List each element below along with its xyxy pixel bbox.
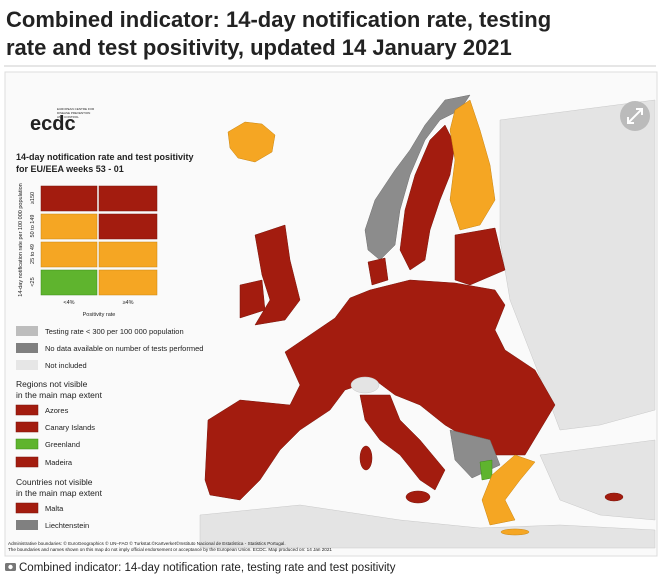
legend-item: Not included: [45, 361, 87, 370]
legend-heading: Countries not visible: [16, 477, 93, 487]
logo: ecdc: [30, 113, 76, 135]
swatch: [16, 343, 38, 353]
region: Canary Islands: [45, 423, 95, 432]
logo-subtitle: AND CONTROL: [57, 115, 79, 119]
switzerland: [350, 376, 380, 394]
mainland: [204, 279, 556, 501]
country: Malta: [45, 504, 64, 513]
legend-title: for EU/EEA weeks 53 - 01: [16, 164, 124, 174]
title: Combined indicator: 14-day notification …: [6, 7, 551, 32]
matrix-row-label: 50 to 149: [30, 215, 36, 238]
legend-heading: in the main map extent: [16, 390, 103, 400]
matrix-col-label: ≥4%: [123, 300, 134, 306]
matrix-row-label: <25: [30, 277, 36, 286]
non-eu-land: [199, 504, 656, 549]
title: rate and test positivity, updated 14 Jan…: [6, 35, 512, 60]
matrix-row-label: ≥150: [30, 192, 36, 204]
region: Greenland: [45, 440, 80, 449]
legend-item: No data available on number of tests per…: [45, 344, 203, 353]
footer: Administrative boundaries: © EuroGeograp…: [8, 540, 286, 546]
logo-subtitle: EUROPEAN CENTRE FOR: [57, 107, 95, 111]
swatch: [16, 360, 38, 370]
legend-heading: Regions not visible: [16, 379, 88, 389]
region: Madeira: [45, 458, 73, 467]
matrix-cell: [40, 269, 98, 296]
matrix-row-label: 25 to 49: [30, 244, 36, 264]
greece: [481, 454, 536, 526]
region: Azores: [45, 406, 69, 415]
matrix-cell: [98, 185, 158, 212]
crete: [500, 528, 530, 536]
swatch: [15, 502, 39, 514]
cyprus: [604, 492, 624, 502]
matrix-cell: [98, 241, 158, 268]
matrix-cell: [98, 213, 158, 240]
sweden: [399, 124, 456, 271]
matrix-cell: [40, 213, 98, 240]
swatch: [15, 438, 39, 450]
swatch: [15, 421, 39, 433]
non-eu-land: [539, 439, 656, 521]
albania: [479, 459, 493, 481]
uk: [254, 224, 301, 326]
matrix-cell: [98, 269, 158, 296]
matrix-cell: [40, 241, 98, 268]
sicily: [405, 490, 431, 504]
non-eu-land: [499, 99, 656, 431]
legend-item: Testing rate < 300 per 100 000 populatio…: [45, 327, 184, 336]
finland: [449, 99, 496, 231]
sardinia: [359, 445, 373, 471]
italy: [359, 394, 446, 491]
matrix-col-label: <4%: [63, 300, 74, 306]
expand-icon: [627, 108, 643, 124]
iceland: [227, 121, 276, 163]
baltics: [454, 227, 506, 286]
footer: The boundaries and names shown on this m…: [8, 547, 332, 552]
swatch: [15, 456, 39, 468]
swatch: [16, 520, 38, 530]
legend: ecdc EUROPEAN CENTRE FOR DISEASE PREVENT…: [15, 107, 203, 530]
country: Liechtenstein: [45, 521, 89, 530]
legend-title: 14-day notification rate and test positi…: [16, 152, 194, 162]
denmark: [367, 257, 389, 286]
norway: [364, 94, 471, 261]
matrix-y-label: 14-day notification rate per 100 000 pop…: [18, 183, 24, 296]
swatch: [15, 404, 39, 416]
caption: Combined indicator: 14-day notification …: [19, 562, 396, 574]
map: [4, 71, 658, 557]
legend-heading: in the main map extent: [16, 488, 103, 498]
swatch: [16, 326, 38, 336]
matrix-cell: [40, 185, 98, 212]
ireland: [239, 279, 266, 319]
matrix-x-label: Positivity rate: [83, 312, 116, 318]
logo-subtitle: DISEASE PREVENTION: [57, 111, 90, 115]
camera-icon: [5, 563, 16, 571]
